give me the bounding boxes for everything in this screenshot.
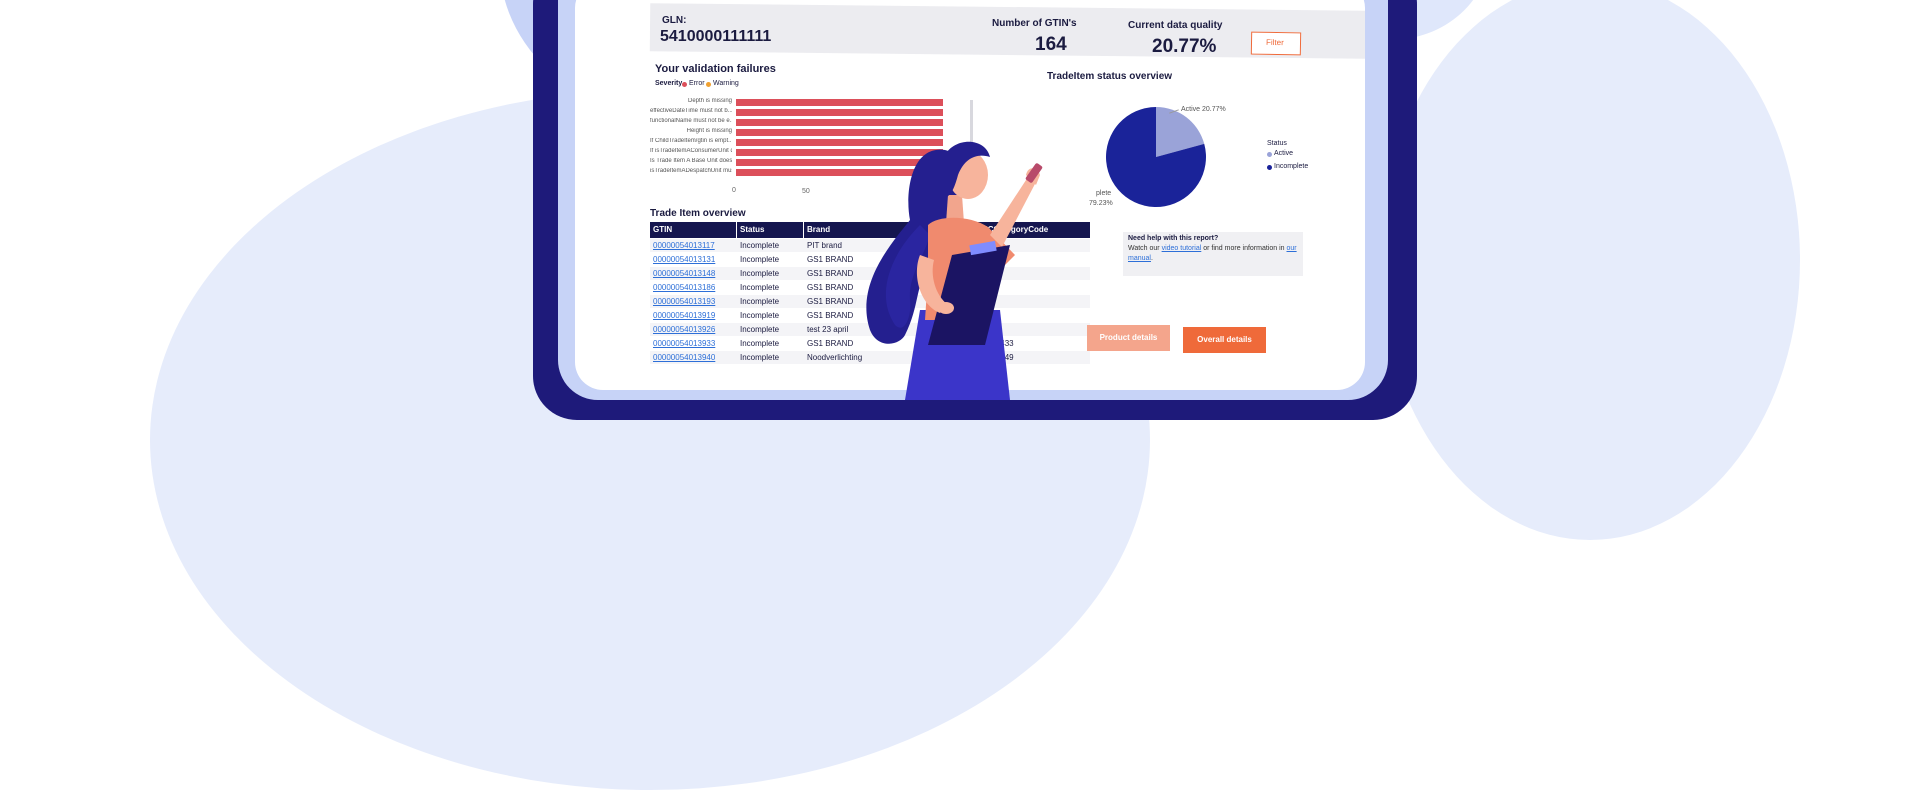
background-blob-right	[1380, 0, 1800, 540]
cell-status: Incomplete	[740, 241, 780, 250]
gln-label: GLN:	[662, 15, 687, 26]
status-legend-incomplete-dot	[1267, 165, 1272, 170]
filter-button-label: Filter	[1265, 37, 1284, 48]
incomplete-slice-label-2: 79.23%	[1089, 200, 1113, 207]
cell-status: Incomplete	[740, 269, 780, 278]
axis-tick-50: 50	[802, 188, 810, 195]
axis-tick-0: 0	[732, 187, 736, 194]
manual-link[interactable]: manual	[1128, 255, 1151, 262]
validation-row-label: Depth is missing	[687, 98, 732, 104]
status-legend-title: Status	[1267, 140, 1287, 147]
validation-row-label: If isTradeItemAConsumerUnit d...	[650, 148, 732, 154]
validation-bar[interactable]	[736, 99, 944, 106]
woman-clipboard	[928, 245, 1010, 345]
status-pie-chart	[1106, 107, 1206, 207]
woman-hand-lower	[938, 302, 954, 314]
data-quality-value: 20.77%	[1152, 36, 1217, 57]
validation-scrollbar[interactable]	[970, 100, 973, 175]
legend-warning-dot	[706, 82, 711, 87]
col-header-status[interactable]: Status	[737, 222, 803, 238]
validation-bar[interactable]	[736, 159, 944, 166]
validation-row-label: effectiveDateTime must not b...	[650, 108, 732, 114]
validation-row-label: If ChildTradeItem/gtin is empt...	[650, 138, 732, 144]
cell-brand: GS1 BRAND	[807, 255, 854, 264]
woman-hair-strand	[885, 225, 930, 328]
cell-brand: GS1 BRAND	[807, 283, 854, 292]
cell-brand: GS1 BRAND	[807, 339, 854, 348]
severity-label: Severity	[655, 80, 683, 87]
cell-brand: Noodverlichting	[807, 353, 863, 362]
cell-gtin-link[interactable]: 00000054013117	[653, 241, 715, 250]
cell-status: Incomplete	[740, 283, 780, 292]
cell-brand: GS1 BRAND	[807, 269, 854, 278]
filter-button[interactable]: Filter	[1250, 31, 1302, 56]
help-box	[1123, 232, 1303, 276]
cell-status: Incomplete	[740, 339, 780, 348]
woman-hair-front	[945, 141, 990, 197]
validation-row-label: Is Trade Item A Base Unit does...	[650, 158, 732, 164]
video-tutorial-link[interactable]: video tutorial	[1161, 245, 1202, 252]
woman-lower-arm	[916, 255, 948, 313]
active-slice-label: Active 20.77%	[1181, 106, 1226, 113]
help-text-a: Watch our	[1128, 245, 1162, 252]
cell-status: Incomplete	[740, 255, 780, 264]
cell-gtin-link[interactable]: 00000054013193	[653, 297, 716, 306]
clipboard-clip	[969, 240, 997, 256]
cell-gtin-link[interactable]: 00000054013186	[653, 283, 716, 292]
overall-details-button[interactable]: Overall details	[1183, 327, 1266, 353]
status-legend-active-label: Active	[1274, 150, 1294, 157]
status-legend-incomplete-label: Incomplete	[1274, 163, 1309, 170]
marker-pen	[1025, 163, 1043, 183]
data-quality-label: Current data quality	[1128, 20, 1223, 31]
cell-gtin-link[interactable]: 00000054013926	[653, 325, 716, 334]
pie-slice-active	[1156, 107, 1205, 157]
legend-error-dot	[682, 82, 687, 87]
cell-status: Incomplete	[740, 297, 780, 306]
cell-gtin-link[interactable]: 00000054013933	[653, 339, 716, 348]
cell-gtin-link[interactable]: 00000054013148	[653, 269, 716, 278]
help-period: .	[1150, 255, 1153, 262]
cell-brand: PIT brand	[807, 241, 842, 250]
gln-value: 5410000111111	[660, 28, 772, 45]
validation-title: Your validation failures	[655, 63, 776, 75]
help-title: Need help with this report?	[1128, 235, 1219, 242]
woman-raised-arm	[990, 177, 1036, 247]
gtin-count-value: 164	[1035, 34, 1067, 55]
woman-illustration	[866, 141, 1043, 400]
legend-error-label: Error	[689, 80, 705, 87]
cell-status: Incomplete	[740, 311, 780, 320]
cell-brand: test 23 april	[807, 325, 849, 334]
pie-slice-incomplete	[1106, 107, 1206, 207]
gtin-count-label: Number of GTIN's	[992, 18, 1077, 29]
validation-bar-chart: Depth is missing effectiveDateTime must n…	[650, 98, 970, 180]
validation-bar[interactable]	[736, 129, 944, 136]
status-overview-title: TradeItem status overview	[1047, 71, 1173, 82]
help-text-line: Watch our video tutorial or find more in…	[1128, 245, 1297, 252]
woman-neck	[946, 195, 964, 223]
trade-table-title: Trade Item overview	[650, 208, 746, 219]
legend-warning-label: Warning	[713, 80, 739, 87]
help-text-b: or find more information in	[1201, 245, 1287, 252]
cell-status: Incomplete	[740, 325, 780, 334]
col-header-gtin[interactable]: GTIN	[650, 222, 736, 238]
help-text-line-2: manual.	[1128, 255, 1153, 262]
cell-brand: GS1 BRAND	[807, 297, 854, 306]
incomplete-slice-label-1: plete	[1096, 190, 1112, 197]
validation-bar[interactable]	[736, 109, 944, 116]
validation-row-label: Height is missing	[686, 128, 732, 134]
validation-bar[interactable]	[736, 119, 944, 126]
validation-bar[interactable]	[736, 149, 944, 156]
validation-bar[interactable]	[736, 139, 944, 146]
validation-bar[interactable]	[736, 169, 944, 176]
validation-row-label: isTradeItemADespatchUnit mus...	[650, 168, 732, 174]
cell-gtin-link[interactable]: 00000054013940	[653, 353, 716, 362]
cell-gtin-link[interactable]: 00000054013919	[653, 311, 716, 320]
our-manual-link[interactable]: our	[1286, 245, 1297, 252]
status-legend-active-dot	[1267, 152, 1272, 157]
cell-status: Incomplete	[740, 353, 780, 362]
cell-gtin-link[interactable]: 00000054013131	[653, 255, 716, 264]
cell-brand: GS1 BRAND	[807, 311, 854, 320]
product-details-button[interactable]: Product details	[1087, 325, 1170, 351]
validation-row-label: functionalName must not be e...	[650, 118, 732, 124]
